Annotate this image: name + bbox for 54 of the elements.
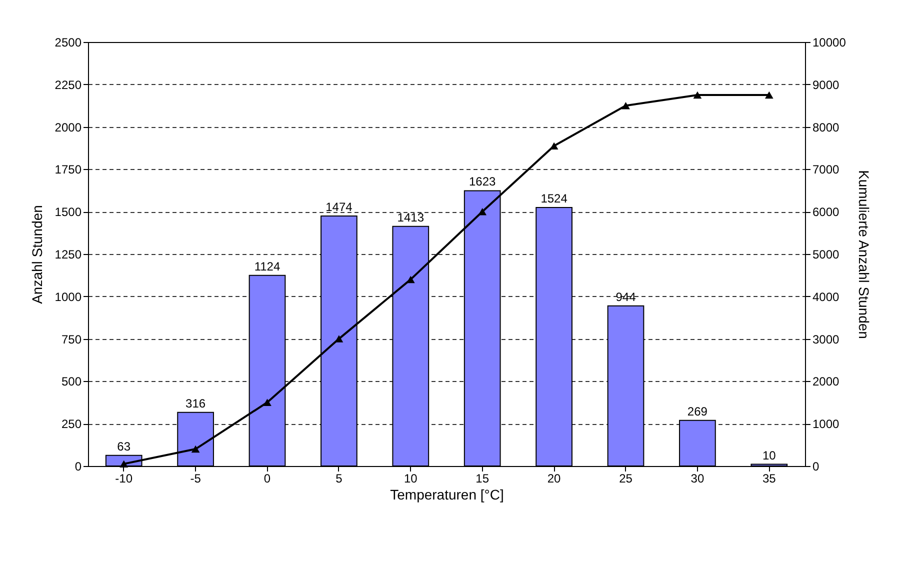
data-label: 269 bbox=[687, 404, 708, 418]
data-label: 1413 bbox=[397, 210, 424, 224]
y2-axis-title: Kumulierte Anzahl Stunden bbox=[856, 170, 872, 339]
y-tick-label: 750 bbox=[61, 332, 82, 346]
x-tick-label: 5 bbox=[336, 472, 343, 486]
y2-tick-label: 0 bbox=[812, 460, 820, 474]
y2-tick-label: 9000 bbox=[812, 78, 840, 92]
y-tick-label: 2000 bbox=[54, 120, 82, 134]
y-tick-label: 2250 bbox=[54, 78, 82, 92]
data-label: 944 bbox=[616, 290, 636, 304]
point bbox=[120, 460, 128, 468]
x-tick-label: 15 bbox=[476, 472, 490, 486]
point bbox=[263, 398, 272, 406]
data-label: 316 bbox=[186, 396, 206, 410]
y-tick-label: 0 bbox=[74, 460, 82, 474]
y-tick-label: 1250 bbox=[54, 248, 82, 262]
y2-tick-label: 2000 bbox=[812, 374, 840, 389]
data-label: 1524 bbox=[540, 192, 568, 206]
point bbox=[764, 91, 774, 99]
y2-tick-label: 8000 bbox=[812, 120, 840, 134]
data-label: 1124 bbox=[254, 259, 280, 274]
x-tick-label: 30 bbox=[690, 472, 704, 486]
point bbox=[622, 102, 630, 110]
point bbox=[550, 142, 558, 150]
x-tick-label: 0 bbox=[264, 472, 271, 486]
y2-tick-label: 10000 bbox=[812, 36, 846, 50]
y-tick-label: 250 bbox=[61, 417, 82, 432]
y2-tick-label: 5000 bbox=[812, 248, 840, 262]
point bbox=[478, 208, 487, 216]
y-tick-label: 1750 bbox=[54, 162, 82, 177]
y2-tick-label: 3000 bbox=[812, 332, 840, 346]
y2-tick-label: 7000 bbox=[812, 162, 840, 177]
data-label: 1474 bbox=[326, 200, 353, 214]
y-axis-title: Anzahl Stunden bbox=[28, 205, 45, 304]
data-label: 10 bbox=[762, 448, 776, 462]
y2-tick-label: 1000 bbox=[812, 417, 840, 432]
x-tick-label: 10 bbox=[404, 472, 418, 486]
x-tick-label: 20 bbox=[547, 472, 562, 486]
y-tick-label: 1500 bbox=[54, 205, 82, 220]
y2-tick-label: 4000 bbox=[812, 290, 840, 304]
x-tick-label: 35 bbox=[762, 472, 776, 486]
data-label: 63 bbox=[117, 439, 131, 454]
x-axis-title: Temperaturen [°C] bbox=[390, 486, 504, 502]
point bbox=[693, 91, 702, 99]
y-tick-label: 1000 bbox=[54, 290, 82, 304]
y-tick-label: 2500 bbox=[54, 36, 82, 50]
x-tick-label: -5 bbox=[190, 472, 202, 486]
data-label: 1623 bbox=[469, 174, 496, 189]
point bbox=[191, 445, 200, 453]
y2-tick-label: 6000 bbox=[812, 205, 840, 220]
x-tick-label: -10 bbox=[115, 472, 133, 486]
x-tick-label: 25 bbox=[619, 472, 633, 486]
y-tick-label: 500 bbox=[61, 374, 82, 389]
point bbox=[334, 335, 344, 342]
